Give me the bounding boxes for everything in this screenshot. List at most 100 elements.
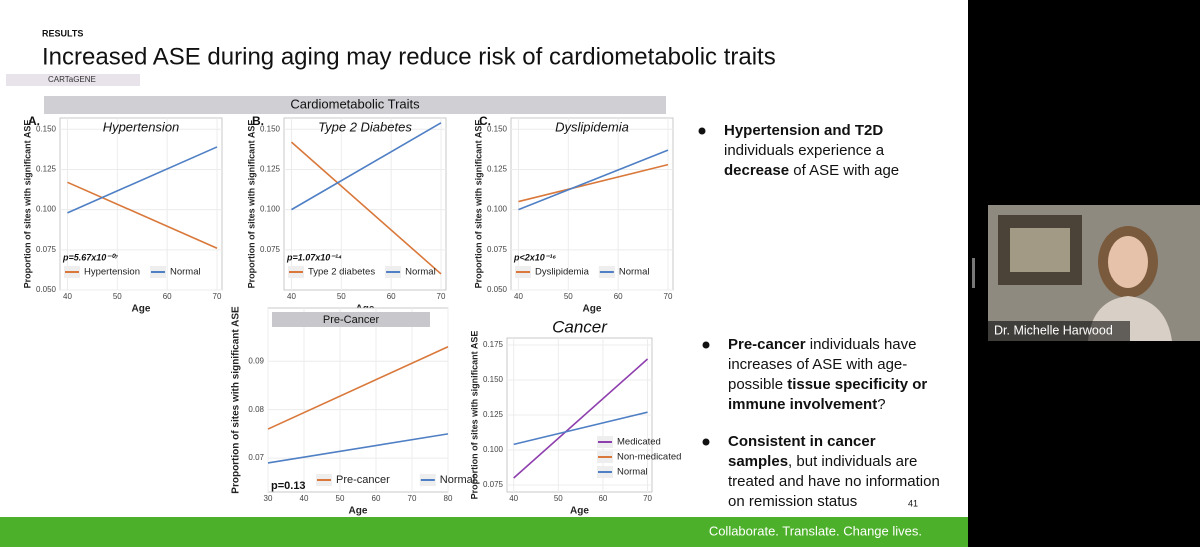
series-line [67,181,218,249]
x-tick-label: 40 [63,292,72,301]
y-axis-label: Proportion of sites with significant ASE [469,331,479,500]
y-tick-label: 0.075 [483,480,504,489]
series-line [67,146,218,214]
y-tick-label: 0.125 [487,165,508,174]
x-tick-label: 60 [163,292,172,301]
y-axis-label: Proportion of sites with significant ASE [473,120,483,289]
x-tick-label: 40 [514,292,523,301]
panel-label: A. [28,114,40,128]
x-tick-label: 40 [509,494,518,503]
x-axis-label: Age [583,304,602,315]
x-axis-label: Age [132,304,151,315]
slide-title: Increased ASE during aging may reduce ri… [42,43,776,70]
tag: CARTaGENE [48,75,96,84]
bullet-text: decrease [724,162,789,179]
legend-label: Hypertension [84,267,140,278]
bullet-line: Pre-cancer individuals have [728,336,916,353]
bullet-line: immune involvement? [728,396,886,413]
y-tick-label: 0.075 [260,245,281,254]
section-label: RESULTS [42,28,83,38]
y-tick-label: 0.100 [487,205,508,214]
legend-label: Normal [617,467,648,478]
footer-bar [0,517,968,547]
x-tick-label: 70 [664,292,673,301]
splitter-handle[interactable] [972,258,975,288]
series-line [518,163,669,203]
bullet-text: possible [728,376,787,393]
x-tick-label: 60 [372,494,381,503]
plot-area [510,117,674,291]
y-tick-label: 0.100 [36,205,57,214]
p-value: p=0.13 [271,480,306,492]
x-tick-label: 70 [213,292,222,301]
plot-area [59,117,223,291]
bullet-text: , but individuals are [788,453,917,470]
bullet-line: samples, but individuals are [728,453,917,470]
y-tick-label: 0.050 [487,285,508,294]
bullet-line: possible tissue specificity or [728,376,927,393]
x-tick-label: 70 [408,494,417,503]
y-tick-label: 0.100 [260,205,281,214]
banner [44,96,666,114]
y-tick-label: 0.09 [248,356,264,365]
bullet-text: of ASE with age [789,162,899,179]
legend-label: Normal [405,267,436,278]
chart-title: Hypertension [103,119,180,134]
bullet-line: increases of ASE with age- [728,356,907,373]
footer-text: Collaborate. Translate. Change lives. [709,523,922,538]
bullet-text: immune involvement [728,396,877,413]
x-tick-label: 30 [264,494,273,503]
x-tick-label: 60 [387,292,396,301]
wall-picture [1010,228,1070,272]
banner-text: Cardiometabolic Traits [290,96,420,111]
legend-label: Type 2 diabetes [308,267,375,278]
bullet-dot [702,341,710,349]
bullet-line: Hypertension and T2D [724,122,883,139]
x-tick-label: 80 [444,494,453,503]
x-tick-label: 60 [614,292,623,301]
y-tick-label: 0.175 [483,340,504,349]
bullet-text: ? [877,396,885,413]
y-tick-label: 0.08 [248,405,264,414]
plot-area [283,117,447,291]
y-tick-label: 0.125 [260,165,281,174]
bullet-text: treated and have no information [728,473,940,490]
bullet-text: increases of ASE with age- [728,356,907,373]
x-axis-label: Age [349,506,368,517]
plot-area [267,307,449,493]
chart-banner-text: Pre-Cancer [323,314,380,326]
bullet-text: individuals have [806,336,917,353]
chart-title: Dyslipidemia [555,119,629,134]
bullet-text: Hypertension and T2D [724,122,883,139]
y-axis-label: Proportion of sites with significant ASE [231,306,242,494]
panel-label: C. [479,114,491,128]
x-tick-label: 70 [437,292,446,301]
y-axis-label: Proportion of sites with significant ASE [246,120,256,289]
x-tick-label: 40 [287,292,296,301]
bullet-text: tissue specificity or [787,376,927,393]
legend-label: Dyslipidemia [535,267,590,278]
bullet-text: individuals experience a [724,142,885,159]
chart-title: Cancer [552,317,608,336]
x-tick-label: 50 [564,292,573,301]
bullet-dot [698,127,706,135]
panel-label: B. [252,114,264,128]
chart-title: Type 2 Diabetes [318,119,412,134]
bullet-dot [702,438,710,446]
y-tick-label: 0.150 [36,124,57,133]
legend-label: Normal [170,267,201,278]
series-line [513,358,649,479]
y-tick-label: 0.125 [36,165,57,174]
x-tick-label: 40 [300,494,309,503]
y-tick-label: 0.150 [483,375,504,384]
page-number: 41 [908,498,918,508]
series-line [267,433,449,464]
p-value: p=1.07x10⁻¹⁴ [286,252,342,262]
bullet-line: individuals experience a [724,142,885,159]
series-line [513,411,648,446]
legend-label: Normal [440,474,475,486]
x-tick-label: 50 [554,494,563,503]
tag-box [6,74,140,86]
y-axis-label: Proportion of sites with significant ASE [22,120,32,289]
